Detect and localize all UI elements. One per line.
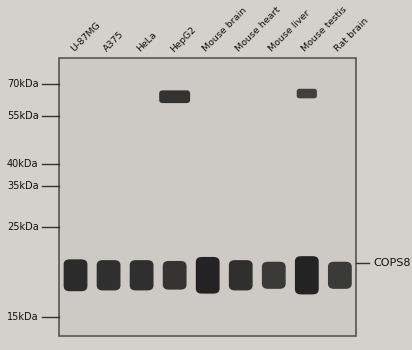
FancyBboxPatch shape — [196, 257, 220, 294]
Text: 70kDa: 70kDa — [7, 79, 39, 89]
Text: COPS8: COPS8 — [373, 258, 411, 267]
Text: 55kDa: 55kDa — [7, 111, 39, 121]
FancyBboxPatch shape — [130, 260, 154, 290]
Text: Mouse testis: Mouse testis — [300, 5, 349, 54]
Text: 40kDa: 40kDa — [7, 159, 39, 169]
FancyBboxPatch shape — [159, 90, 190, 103]
Text: HepG2: HepG2 — [168, 25, 197, 54]
FancyBboxPatch shape — [63, 259, 87, 291]
Text: 35kDa: 35kDa — [7, 181, 39, 191]
Text: 15kDa: 15kDa — [7, 312, 39, 322]
Text: A375: A375 — [102, 30, 126, 54]
Text: U-87MG: U-87MG — [69, 21, 102, 54]
Text: Mouse liver: Mouse liver — [267, 9, 312, 54]
Text: Mouse brain: Mouse brain — [201, 6, 249, 54]
Text: 25kDa: 25kDa — [7, 223, 39, 232]
Bar — [59, 58, 356, 336]
FancyBboxPatch shape — [297, 89, 317, 98]
FancyBboxPatch shape — [328, 262, 352, 289]
FancyBboxPatch shape — [262, 262, 286, 289]
FancyBboxPatch shape — [295, 256, 319, 294]
Text: HeLa: HeLa — [135, 30, 159, 54]
Bar — [59, 58, 356, 336]
Text: Rat brain: Rat brain — [333, 16, 371, 54]
FancyBboxPatch shape — [229, 260, 253, 290]
Text: Mouse heart: Mouse heart — [234, 6, 283, 54]
FancyBboxPatch shape — [163, 261, 187, 290]
FancyBboxPatch shape — [97, 260, 120, 290]
